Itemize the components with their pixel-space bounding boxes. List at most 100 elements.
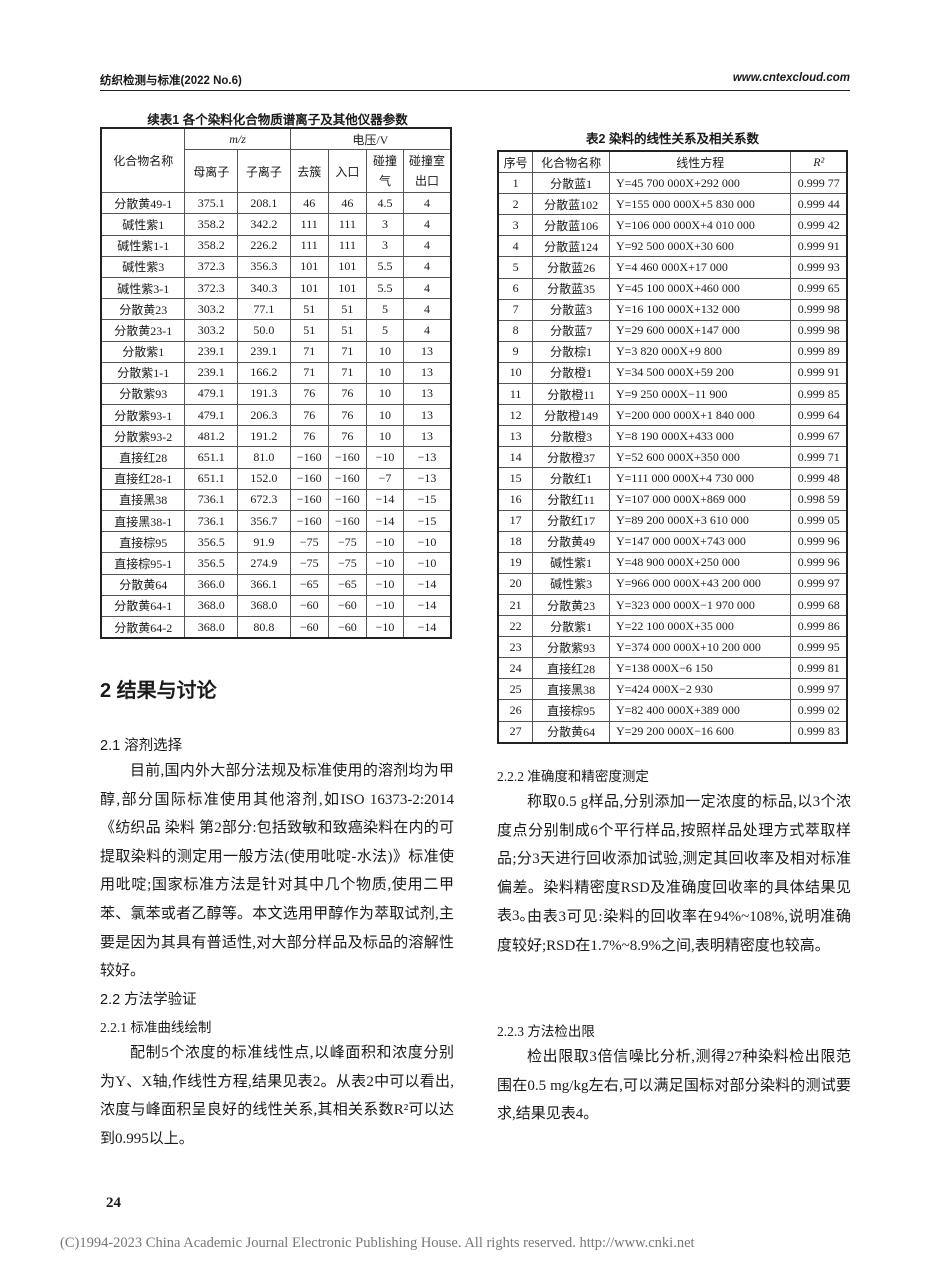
table1-cell: 77.1 <box>237 298 291 321</box>
table1-cell: 76 <box>327 425 368 448</box>
table2-cell: Y=138 000X−6 150 <box>608 657 792 680</box>
table2-cell: 0.999 68 <box>790 593 848 617</box>
table1-cell: 51 <box>289 298 329 321</box>
table2-cell: 分散蓝1 <box>532 172 610 195</box>
table1-cell: 分散紫93-2 <box>100 425 186 448</box>
table2-cell: 1 <box>497 172 534 195</box>
table2-cell: 0.999 86 <box>790 615 848 638</box>
table2-cell: 13 <box>497 425 534 448</box>
table2-cell: 4 <box>497 235 534 258</box>
table1-cell: 51 <box>327 319 368 342</box>
paragraph-2-1: 目前,国内外大部分法规及标准使用的溶剂均为甲醇,部分国际标准使用其他溶剂,如IS… <box>100 763 454 980</box>
table2-row: 17 分散红17 Y=89 200 000X+3 610 000 0.999 05 <box>497 509 848 532</box>
table2-cell: 0.999 77 <box>790 172 848 195</box>
table1-cell: −13 <box>403 446 452 469</box>
table2-cell: 0.999 64 <box>790 404 848 427</box>
table2-cell: 0.999 91 <box>790 235 848 258</box>
table1-row: 分散紫93 479.1 191.3 76 76 10 13 <box>100 382 452 406</box>
table2-cell: 11 <box>497 383 534 406</box>
table1-cell: 分散紫1-1 <box>100 361 186 384</box>
table1-cell: 3 <box>366 234 404 257</box>
table1-cell: 375.1 <box>184 192 239 215</box>
table2-cell: 0.999 97 <box>790 678 848 701</box>
table1-cell: 10 <box>366 382 404 406</box>
table1-row: 直接棕95 356.5 91.9 −75 −75 −10 −10 <box>100 531 452 554</box>
table1-row: 直接红28 651.1 81.0 −160 −160 −10 −13 <box>100 446 452 469</box>
table2-row: 9 分散棕1 Y=3 820 000X+9 800 0.999 89 <box>497 340 848 363</box>
table2-cell: Y=200 000 000X+1 840 000 <box>608 404 792 427</box>
table2-cell: 0.999 83 <box>790 720 848 744</box>
table2-cell: Y=48 900 000X+250 000 <box>608 551 792 574</box>
table1-cell: 直接棕95 <box>100 531 186 554</box>
table2-row: 25 直接黑38 Y=424 000X−2 930 0.999 97 <box>497 678 848 701</box>
table2-cell: 0.999 91 <box>790 361 848 385</box>
table1-cell: 358.2 <box>184 213 239 236</box>
table1-cell: 4 <box>403 319 452 342</box>
table1-cell: 76 <box>289 425 329 448</box>
table1-cell: −75 <box>327 552 368 575</box>
journal-header: 纺织检测与标准(2022 No.6) <box>100 75 242 87</box>
table1-row: 分散紫1 239.1 239.1 71 71 10 13 <box>100 340 452 363</box>
table1-cell: −75 <box>289 531 329 554</box>
table1-cell: 4.5 <box>366 192 404 215</box>
table1-cell: 71 <box>289 340 329 363</box>
table1-row: 分散紫1-1 239.1 166.2 71 71 10 13 <box>100 361 452 384</box>
table2-cell: 26 <box>497 699 534 722</box>
table1-cell: 191.2 <box>237 425 291 448</box>
table1-cell: 直接黑38 <box>100 488 186 512</box>
table2-cell: 分散蓝102 <box>532 193 610 216</box>
table1-cell: 80.8 <box>237 615 291 639</box>
table2-cell: Y=374 000 000X+10 200 000 <box>608 636 792 659</box>
th-voltage: 电压/V <box>289 127 452 151</box>
table2-cell: Y=424 000X−2 930 <box>608 678 792 701</box>
table2-cell: 0.999 85 <box>790 383 848 406</box>
table1-row: 分散黄49-1 375.1 208.1 46 46 4.5 4 <box>100 192 452 215</box>
table1-cell: 分散黄64 <box>100 573 186 596</box>
table1-cell: −10 <box>366 552 404 575</box>
table2-cell: Y=22 100 000X+35 000 <box>608 615 792 638</box>
table1-row: 碱性紫3-1 372.3 340.3 101 101 5.5 4 <box>100 276 452 300</box>
table1-cell: 81.0 <box>237 446 291 469</box>
table2-cell: 22 <box>497 615 534 638</box>
table1-cell: 479.1 <box>184 404 239 427</box>
table1-cell: −75 <box>327 531 368 554</box>
table1-row: 分散黄23-1 303.2 50.0 51 51 5 4 <box>100 319 452 342</box>
th-name: 化合物名称 <box>100 127 186 194</box>
table1-cell: 直接棕95-1 <box>100 552 186 575</box>
table2-cell: 分散黄23 <box>532 593 610 617</box>
table2-cell: Y=29 600 000X+147 000 <box>608 319 792 342</box>
table1-cell: 51 <box>289 319 329 342</box>
table2-cell: 分散紫93 <box>532 636 610 659</box>
table2-cell: Y=9 250 000X−11 900 <box>608 383 792 406</box>
table1-cell: 10 <box>366 404 404 427</box>
table1-cell: 分散黄64-1 <box>100 594 186 617</box>
table1-cell: −160 <box>289 467 329 490</box>
table2-cell: 分散蓝106 <box>532 214 610 237</box>
table2-cell: 碱性紫1 <box>532 551 610 574</box>
copyright-footer: (C)1994-2023 China Academic Journal Elec… <box>60 1235 695 1251</box>
table2-row: 27 分散黄64 Y=29 200 000X−16 600 0.999 83 <box>497 720 848 744</box>
table2-cell: 分散橙1 <box>532 361 610 385</box>
table1-cell: 366.0 <box>184 573 239 596</box>
table2-row: 8 分散蓝7 Y=29 600 000X+147 000 0.999 98 <box>497 319 848 342</box>
table1-cell: 5.5 <box>366 276 404 300</box>
section-2-2-1-heading: 2.2.1 标准曲线绘制 <box>100 1020 212 1035</box>
table1-cell: −60 <box>289 594 329 617</box>
table1-cell: −14 <box>403 573 452 596</box>
table2-cell: 直接棕95 <box>532 699 610 722</box>
table1-cell: 736.1 <box>184 509 239 533</box>
table2-row: 7 分散蓝3 Y=16 100 000X+132 000 0.999 98 <box>497 298 848 321</box>
table2-cell: 24 <box>497 657 534 680</box>
table1-cell: −10 <box>403 552 452 575</box>
table2-cell: Y=45 100 000X+460 000 <box>608 277 792 300</box>
table1-cell: 368.0 <box>184 615 239 639</box>
table1-cell: 分散黄23-1 <box>100 319 186 342</box>
table2-header-cell: 线性方程 <box>608 150 792 174</box>
table1-cell: 4 <box>403 213 452 236</box>
table1-cell: 碱性紫3 <box>100 255 186 278</box>
table1-cell: −160 <box>327 446 368 469</box>
table2-cell: 27 <box>497 720 534 744</box>
table2-cell: Y=966 000 000X+43 200 000 <box>608 572 792 595</box>
table1-cell: 239.1 <box>237 340 291 363</box>
header-divider <box>100 90 850 91</box>
